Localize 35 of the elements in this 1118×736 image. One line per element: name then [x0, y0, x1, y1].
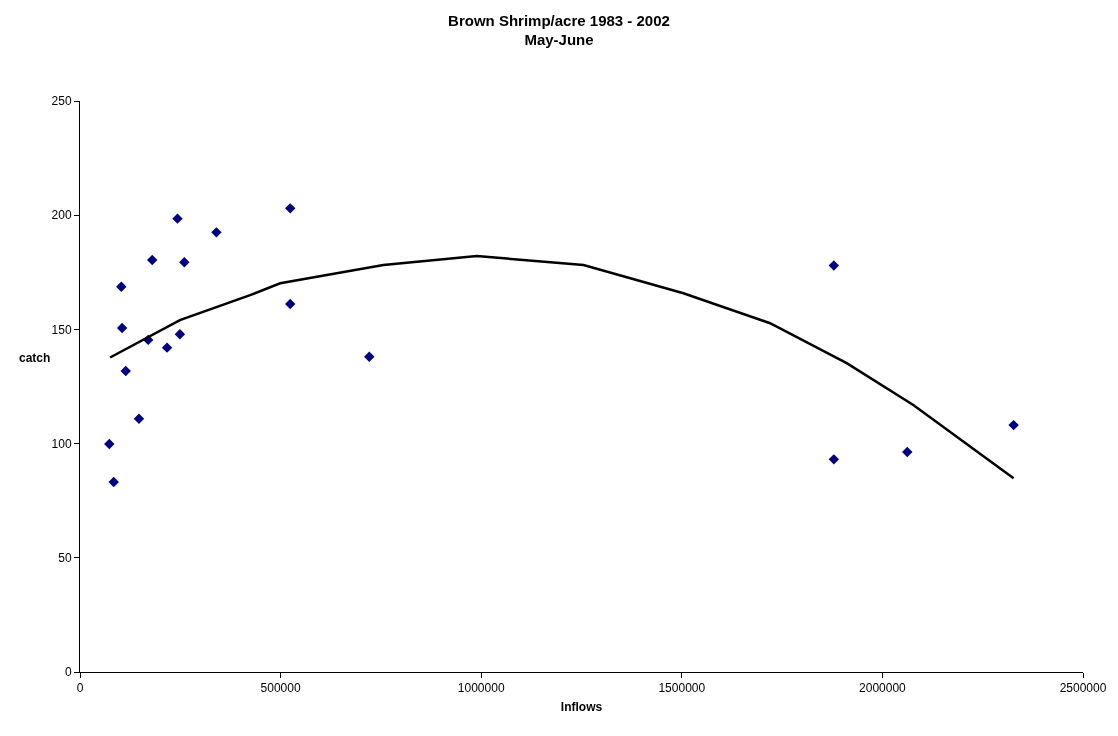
x-tick-label: 500000: [260, 681, 301, 696]
point: [828, 454, 840, 465]
point: [147, 254, 158, 266]
x-tick-label: 2000000: [859, 681, 907, 696]
point: [104, 438, 115, 450]
point: [828, 260, 840, 271]
point: [1008, 419, 1019, 431]
x-tick-label: 2500000: [1059, 681, 1107, 696]
line-series: [108, 254, 1015, 480]
y-tick-label: 200: [51, 208, 72, 223]
y-tick-label: 250: [51, 94, 72, 109]
y-tick-label: 150: [51, 322, 72, 337]
point: [364, 351, 375, 363]
y-tick-label: 0: [64, 665, 72, 680]
point: [174, 329, 186, 340]
point: [179, 257, 190, 268]
y-axis-title: catch: [19, 351, 51, 365]
point: [902, 446, 913, 458]
x-tick-label: 1500000: [658, 681, 706, 696]
point: [116, 322, 128, 334]
point: [108, 476, 119, 488]
point: [211, 227, 222, 238]
x-tick-label: 0: [76, 681, 84, 696]
point: [172, 213, 183, 224]
point: [120, 365, 131, 377]
point: [285, 298, 296, 310]
point: [116, 281, 127, 292]
chart-title: Brown Shrimp/acre 1983 - 2002 May-June: [448, 11, 670, 49]
point: [133, 413, 145, 424]
point: [285, 203, 296, 214]
x-axis-title: Inflows: [560, 700, 603, 715]
y-tick-label: 100: [51, 436, 72, 451]
point: [161, 342, 173, 353]
y-tick-label: 50: [58, 551, 72, 565]
x-tick-label: 1000000: [457, 681, 505, 696]
